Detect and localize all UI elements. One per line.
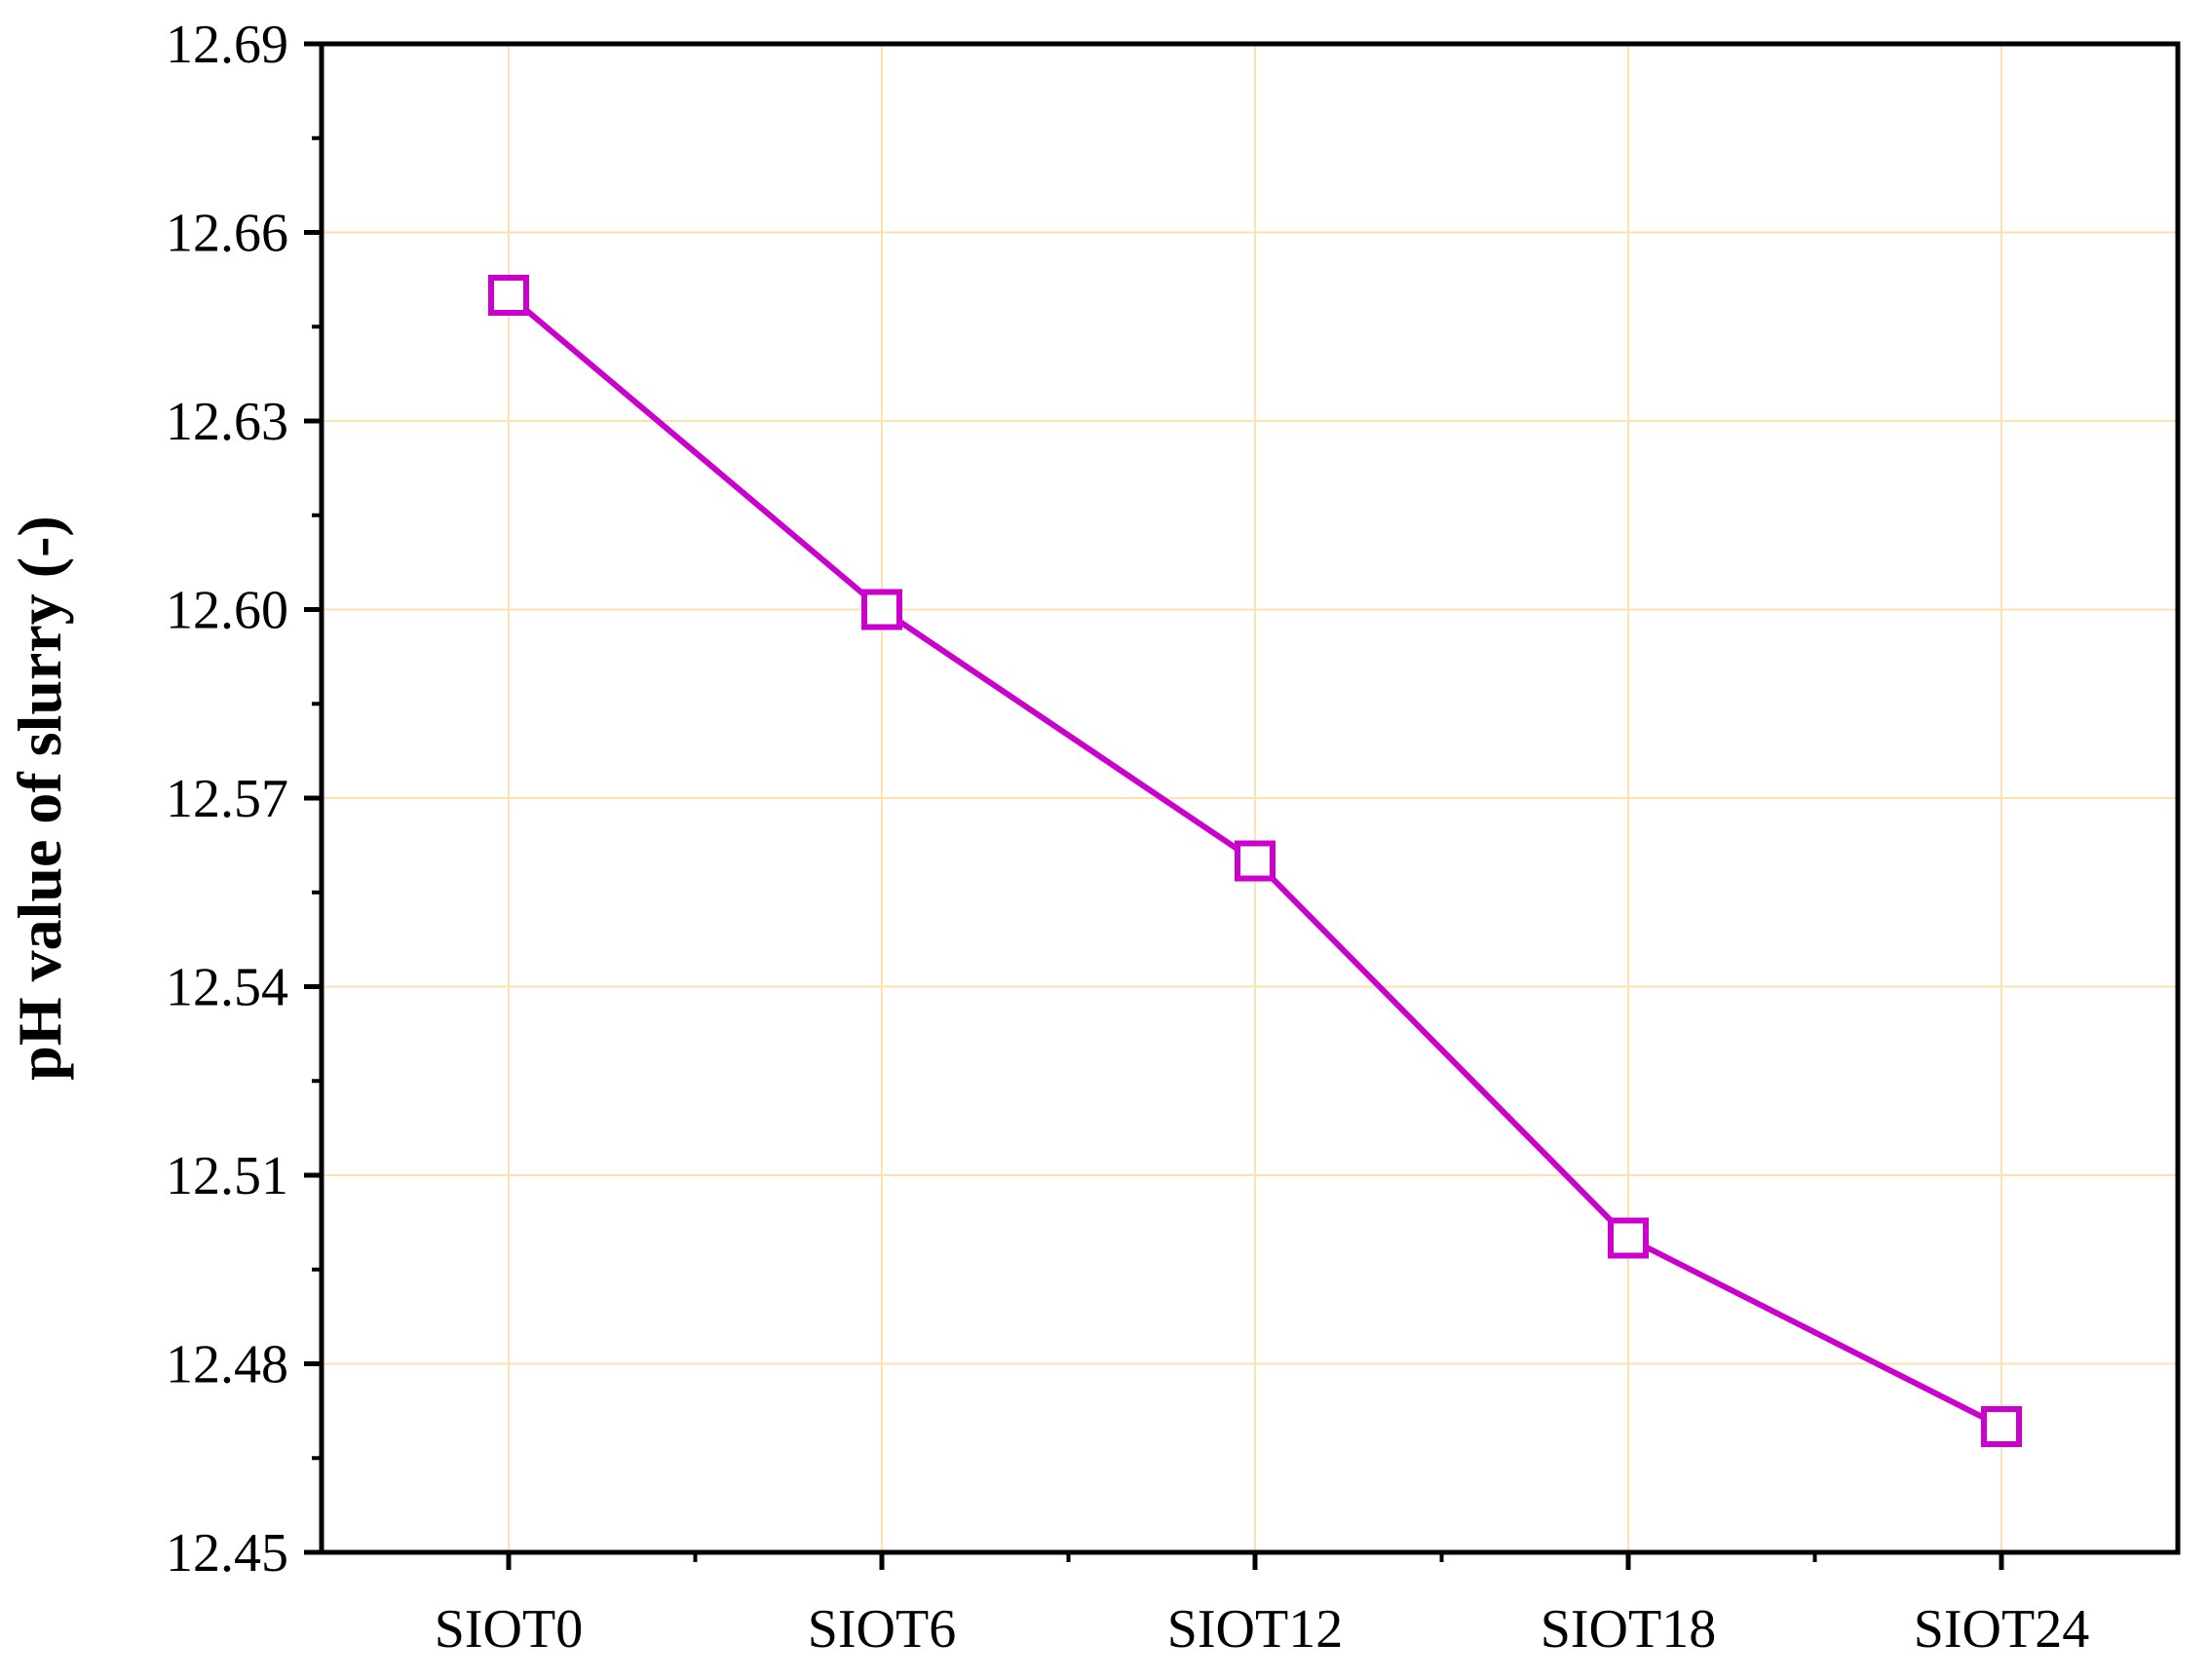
- x-tick-label: SIOT6: [808, 1599, 956, 1660]
- y-tick-label: 12.63: [166, 392, 288, 452]
- x-tick-label: SIOT24: [1914, 1599, 2089, 1660]
- data-point-marker: [1608, 1217, 1649, 1259]
- x-tick-label: SIOT12: [1167, 1599, 1343, 1660]
- plot-frame: [319, 41, 2181, 1555]
- y-tick-label: 12.60: [166, 581, 288, 641]
- y-tick-label: 12.57: [166, 769, 288, 829]
- y-axis-title: pH value of slurry (-): [5, 515, 74, 1081]
- y-tick-label: 12.54: [166, 958, 288, 1018]
- data-point-marker: [488, 275, 529, 316]
- y-tick-label: 12.48: [166, 1335, 288, 1395]
- y-tick-label: 12.45: [166, 1523, 288, 1584]
- y-tick-label: 12.51: [166, 1146, 288, 1206]
- x-tick-label: SIOT0: [435, 1599, 583, 1660]
- grid: [322, 43, 2178, 1553]
- y-tick-label: 12.69: [166, 15, 288, 75]
- data-point-marker: [1981, 1406, 2022, 1447]
- data-point-marker: [1235, 840, 1276, 882]
- x-axis-ticks: SIOT0 SIOT6 SIOT12 SIOT18 SIOT24: [435, 1552, 2089, 1660]
- x-tick-label: SIOT18: [1541, 1599, 1716, 1660]
- y-tick-label: 12.66: [166, 204, 288, 264]
- data-point-marker: [861, 589, 902, 630]
- series: [488, 275, 2022, 1447]
- y-axis-ticks: 12.45 12.48 12.51 12.54 12.57 12.60 12.63 12.66…: [166, 15, 322, 1584]
